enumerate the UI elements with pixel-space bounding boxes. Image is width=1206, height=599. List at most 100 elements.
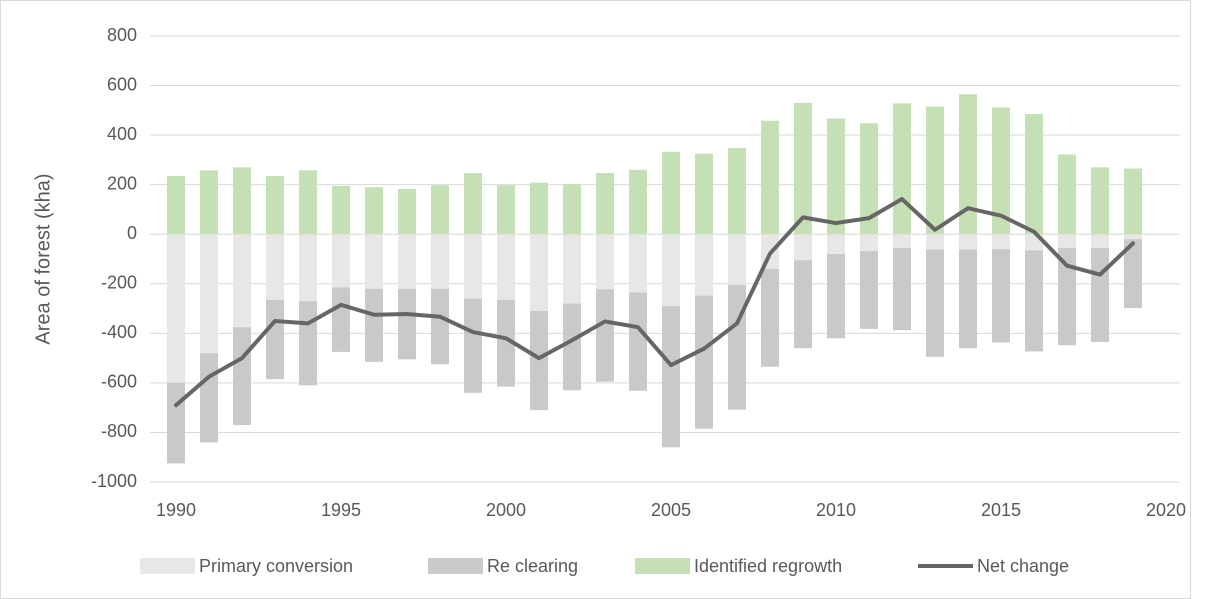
bar-segment [596, 289, 614, 382]
bar-segment [299, 170, 317, 235]
bar-segment [530, 234, 548, 312]
bar-segment [233, 327, 251, 426]
bar-segment [596, 234, 614, 290]
bar-segment [1091, 167, 1109, 235]
bar-segment [728, 234, 746, 286]
x-tick-label: 2010 [816, 500, 856, 520]
y-tick-label: 600 [107, 74, 137, 94]
bar-segment [1124, 234, 1142, 240]
bar-segment [365, 288, 383, 362]
bar-segment [167, 234, 185, 383]
bar-segment [926, 106, 944, 235]
bar-segment [1058, 247, 1076, 346]
x-tick-label: 2015 [981, 500, 1021, 520]
bar-segment [695, 234, 713, 296]
bar-segment [266, 299, 284, 380]
bar-segment [794, 260, 812, 349]
bar-segment [992, 107, 1010, 235]
bar-segment [332, 287, 350, 352]
bar-segment [563, 234, 581, 304]
y-tick-label: -400 [101, 322, 137, 342]
x-tick-label: 2020 [1146, 500, 1186, 520]
bar-segment [497, 299, 515, 387]
y-axis-title: Area of forest (kha) [32, 173, 54, 344]
bar-segment [1124, 168, 1142, 235]
bar-segment [497, 185, 515, 235]
bar-segment [464, 298, 482, 393]
legend-swatch [635, 558, 690, 574]
bar-segment [299, 301, 317, 386]
y-tick-label: 200 [107, 173, 137, 193]
bar-segment [233, 167, 251, 235]
bar-segment [662, 234, 680, 307]
bar-segment [728, 147, 746, 235]
bar-segment [860, 251, 878, 329]
x-tick-label: 2000 [486, 500, 526, 520]
bar-segment [794, 234, 812, 261]
bar-segment [563, 183, 581, 235]
bar-segment [827, 118, 845, 235]
bar-segment [629, 169, 647, 235]
x-tick-label: 1990 [156, 500, 196, 520]
bar-segment [563, 303, 581, 391]
bar-segment [167, 382, 185, 464]
bar-segment [464, 173, 482, 235]
bar-segment [200, 234, 218, 354]
bar-segment [992, 234, 1010, 250]
legend-label: Primary conversion [199, 556, 353, 576]
bar-segment [629, 292, 647, 391]
bar-segment [1025, 114, 1043, 235]
legend-swatch [140, 558, 195, 574]
bar-segment [596, 173, 614, 235]
legend-swatch [428, 558, 483, 574]
bar-segment [992, 249, 1010, 343]
bar-segment [431, 185, 449, 235]
y-tick-label: 0 [127, 223, 137, 243]
bar-segment [695, 295, 713, 429]
bar-segment [860, 234, 878, 252]
bar-segment [728, 285, 746, 410]
bar-segment [1025, 250, 1043, 352]
bar-segment [860, 123, 878, 235]
bar-segment [431, 288, 449, 365]
bar-segment [497, 234, 515, 300]
y-tick-label: -200 [101, 273, 137, 293]
bar-segment [1091, 234, 1109, 248]
bar-segment [959, 94, 977, 235]
bar-segment [398, 234, 416, 289]
bar-segment [299, 234, 317, 302]
bar-segment [464, 234, 482, 299]
bar-segment [893, 103, 911, 235]
bar-segment [827, 234, 845, 255]
bar-segment [959, 234, 977, 250]
legend-label: Net change [977, 556, 1069, 576]
bar-segment [893, 234, 911, 248]
bar-segment [695, 153, 713, 235]
bar-segment [398, 188, 416, 235]
y-tick-label: 800 [107, 25, 137, 45]
bar-segment [200, 353, 218, 443]
bar-segment [1091, 247, 1109, 343]
bar-segment [827, 254, 845, 339]
bar-segment [926, 249, 944, 357]
bar-segment [530, 182, 548, 235]
bar-segment [266, 234, 284, 300]
bar-segment [266, 175, 284, 235]
bar-segment [365, 234, 383, 289]
bar-segment [761, 120, 779, 235]
bar-segment [926, 234, 944, 250]
net-change-line [174, 197, 1135, 408]
bar-segment [332, 185, 350, 235]
bar-segment [431, 234, 449, 289]
bar-segment [629, 234, 647, 293]
bar-segment [332, 234, 350, 288]
y-tick-label: -1000 [91, 471, 137, 491]
bar-segment [167, 175, 185, 235]
x-tick-label: 1995 [321, 500, 361, 520]
bar-segment [398, 288, 416, 360]
legend-label: Identified regrowth [694, 556, 842, 576]
bar-segment [1058, 234, 1076, 248]
y-tick-label: 400 [107, 124, 137, 144]
x-tick-label: 2005 [651, 500, 691, 520]
